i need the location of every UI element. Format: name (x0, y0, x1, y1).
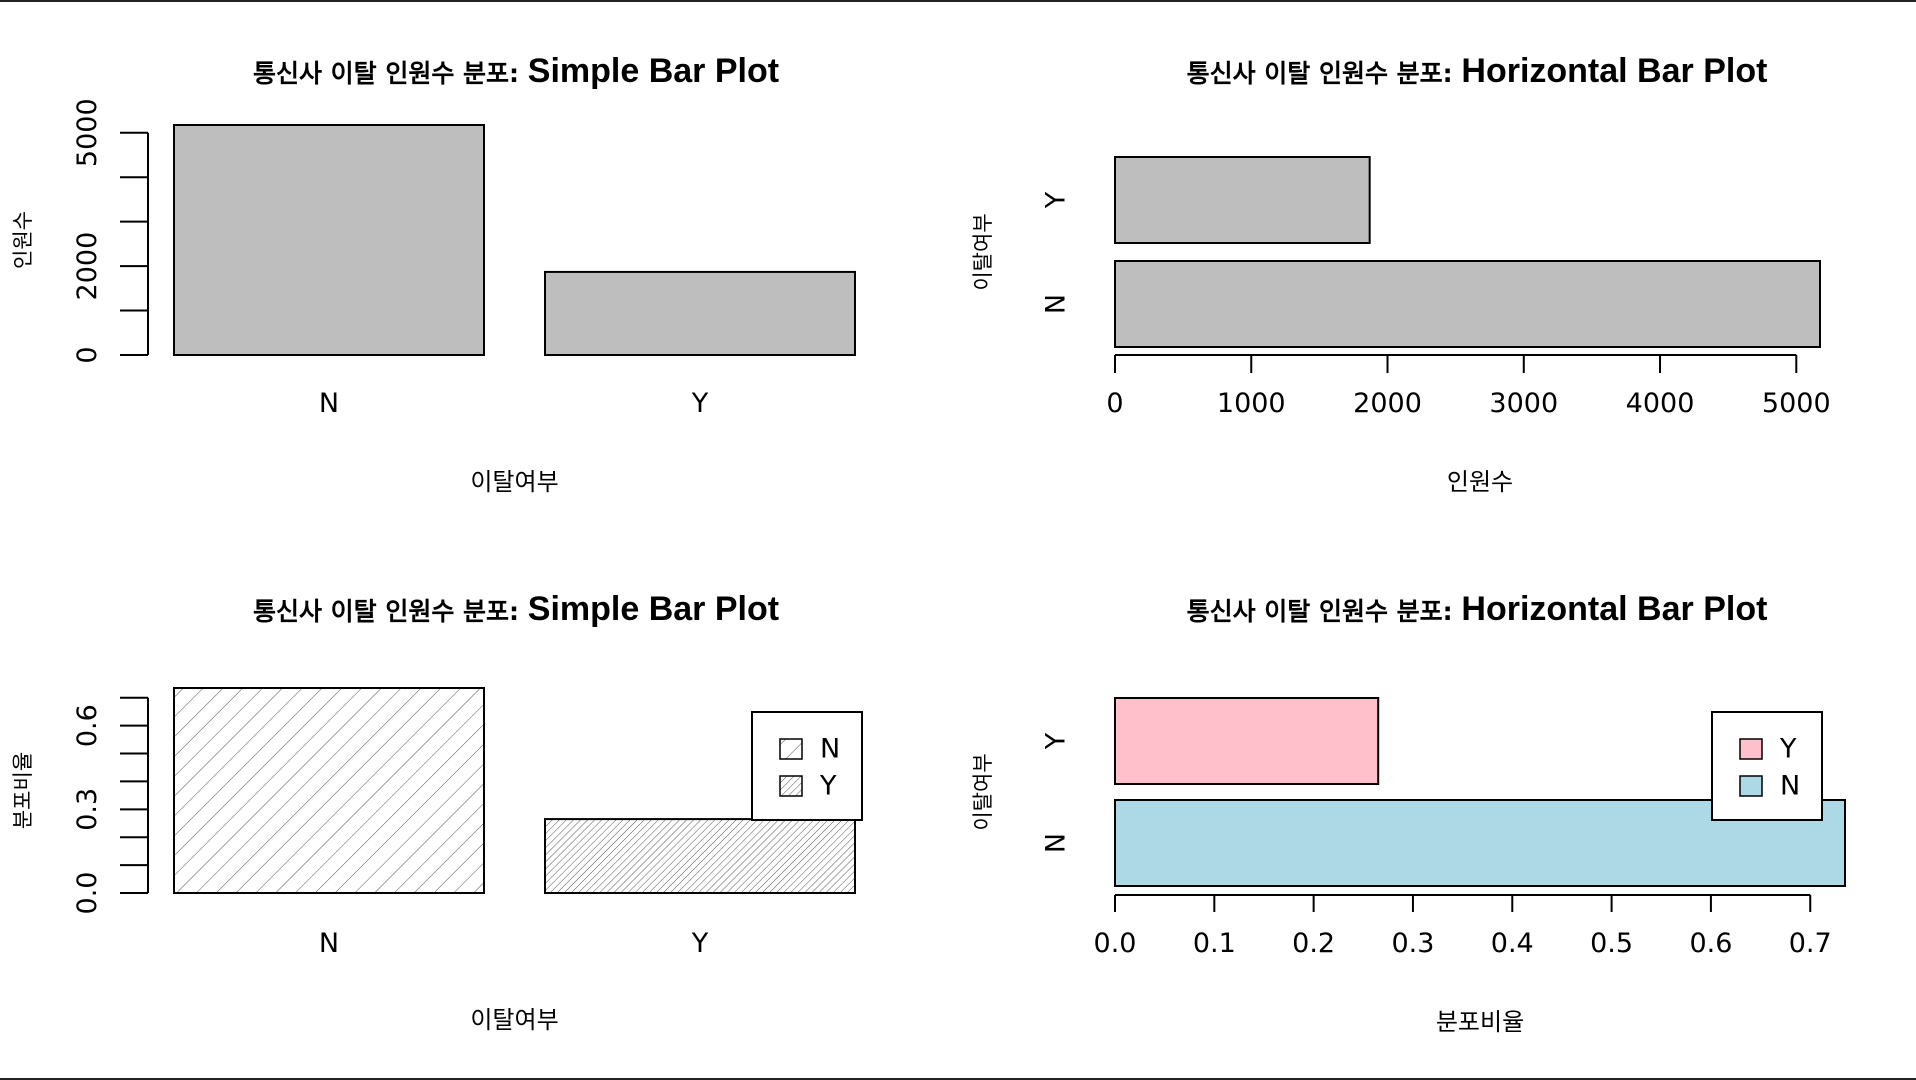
legend: NY (751, 711, 863, 821)
category-label-y: Y (691, 928, 709, 959)
x-tick-label: 5000 (1762, 388, 1831, 419)
x-tick-label: 0.1 (1193, 928, 1236, 959)
y-tick-label: 0.6 (72, 704, 103, 747)
legend-label-n: N (1780, 771, 1800, 802)
bar-y (544, 818, 856, 895)
category-label-n: N (319, 928, 339, 959)
x-tick-label: 0.7 (1789, 928, 1832, 959)
chart-title-prefix: 통신사 이탈 인원수 분포: (253, 59, 528, 88)
legend-box (1711, 711, 1823, 821)
chart-title: 통신사 이탈 인원수 분포: Horizontal Bar Plot (1187, 590, 1768, 628)
legend-box (751, 711, 863, 821)
x-tick-label: 4000 (1626, 388, 1695, 419)
bar-y (544, 270, 856, 356)
y-axis-label: 인원수 (11, 211, 35, 269)
chart-title-prefix: 통신사 이탈 인원수 분포: (253, 597, 528, 626)
x-tick-label: 0.0 (1094, 928, 1137, 959)
chart-title-suffix: Simple Bar Plot (528, 52, 779, 90)
x-tick-label: 1000 (1217, 388, 1286, 419)
bar-n (173, 124, 485, 356)
x-tick-label: 0.4 (1491, 928, 1534, 959)
chart-title-suffix: Horizontal Bar Plot (1461, 590, 1767, 628)
x-tick-label: 0.5 (1590, 928, 1633, 959)
x-tick-label: 0.3 (1391, 928, 1434, 959)
legend-label-y: Y (819, 771, 837, 802)
x-tick-label: 0 (1106, 388, 1123, 419)
x-axis-label: 이탈여부 (470, 1006, 558, 1034)
chart-title-prefix: 통신사 이탈 인원수 분포: (1187, 597, 1462, 626)
chart-title: 통신사 이탈 인원수 분포: Simple Bar Plot (253, 590, 779, 628)
y-tick-label: 5000 (72, 98, 103, 167)
x-tick-label: 0.2 (1292, 928, 1335, 959)
x-tick-label: 0.6 (1689, 928, 1732, 959)
category-label-y: Y (1041, 191, 1072, 209)
x-tick-label: 2000 (1353, 388, 1422, 419)
category-label-y: Y (1041, 732, 1072, 750)
y-axis-label: 분포비율 (11, 752, 35, 829)
x-axis-label: 인원수 (1447, 468, 1513, 496)
legend-label-y: Y (1779, 734, 1797, 765)
y-tick-label: 0.0 (72, 872, 103, 915)
chart-title: 통신사 이탈 인원수 분포: Simple Bar Plot (253, 52, 779, 90)
chart-panel-2: 통신사 이탈 인원수 분포: Horizontal Bar Plot N Y 0 100… (971, 52, 1831, 496)
y-tick-label: 0 (72, 346, 103, 363)
legend-label-n: N (820, 734, 840, 765)
bar-y (1114, 156, 1371, 244)
category-label-n: N (319, 388, 339, 419)
legend: YN (1711, 711, 1823, 821)
chart-title-prefix: 통신사 이탈 인원수 분포: (1187, 59, 1462, 88)
chart-panel-1: 통신사 이탈 인원수 분포: Simple Bar Plot N Y 0 2000 500… (11, 52, 856, 496)
y-tick-label: 0.3 (72, 788, 103, 831)
y-tick-label: 2000 (72, 232, 103, 301)
chart-title: 통신사 이탈 인원수 분포: Horizontal Bar Plot (1187, 52, 1768, 90)
category-label-n: N (1041, 833, 1072, 853)
bar-n (1114, 260, 1821, 348)
chart-title-suffix: Horizontal Bar Plot (1461, 52, 1767, 90)
legend-swatch-n (1739, 775, 1763, 797)
x-axis-label: 이탈여부 (470, 468, 558, 496)
y-axis-label: 이탈여부 (971, 753, 995, 830)
bar-y (1114, 697, 1380, 785)
legend-swatch-n (779, 738, 803, 760)
category-label-y: Y (691, 388, 709, 419)
legend-swatch-y (779, 775, 803, 797)
chart-title-suffix: Simple Bar Plot (528, 590, 779, 628)
x-tick-label: 3000 (1489, 388, 1558, 419)
x-axis-label: 분포비율 (1436, 1008, 1524, 1036)
bar-n (173, 687, 485, 894)
y-axis-label: 이탈여부 (971, 213, 995, 290)
category-label-n: N (1041, 294, 1072, 314)
legend-swatch-y (1739, 738, 1763, 760)
